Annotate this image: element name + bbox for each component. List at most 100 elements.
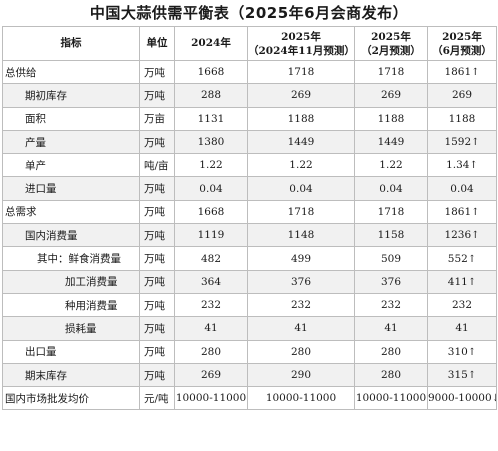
unit-cell-text: 万吨 (144, 136, 165, 149)
header-2025-nov-forecast: 2025年 （2024年11月预测） (247, 26, 355, 61)
indicator-cell-text: 出口量 (25, 346, 57, 359)
value-feb-forecast-cell: 1.22 (354, 153, 428, 178)
header-2025-jun-forecast: 2025年 （6月预测） (427, 26, 497, 61)
indicator-cell-text: 面积 (25, 113, 46, 126)
table-row: 面积 万亩 1131 1188 1188 1188 (2, 106, 497, 131)
value-2024-cell: 280 (174, 339, 248, 364)
unit-cell: 万吨 (139, 199, 175, 225)
value-2024-cell: 269 (174, 362, 248, 388)
unit-cell-text: 万吨 (144, 346, 165, 359)
value-nov-forecast-cell-text: 1.22 (289, 159, 313, 172)
value-jun-forecast-cell: 232 (427, 292, 497, 318)
table-row: 其中：鲜食消费量 万吨 482 499 509 552↑ (2, 246, 497, 271)
value-jun-forecast-cell: 269 (427, 83, 497, 108)
value-2024-cell: 232 (174, 292, 248, 318)
value-2024-cell-text: 364 (200, 275, 222, 288)
arrow-up-icon: ↑ (471, 67, 480, 79)
header-2025-feb-forecast: 2025年 （2月预测） (354, 26, 428, 61)
value-2024-cell: 288 (174, 83, 248, 108)
table-row: 期初库存 万吨 288 269 269 269 (2, 83, 497, 108)
table-row: 产量 万吨 1380 1449 1449 1592↑ (2, 129, 497, 155)
value-nov-forecast-cell: 280 (247, 339, 355, 364)
arrow-up-icon: ↑ (471, 206, 480, 218)
arrow-up-icon: ↑ (467, 370, 477, 381)
unit-cell-text: 万吨 (144, 183, 165, 196)
value-2024-cell-text: 482 (200, 252, 222, 265)
value-feb-forecast-cell: 269 (354, 83, 428, 108)
value-nov-forecast-cell-text: 41 (294, 322, 308, 335)
unit-cell-text: 万吨 (144, 206, 165, 219)
value-nov-forecast-cell-text: 1188 (287, 112, 315, 125)
value-nov-forecast-cell: 1718 (247, 199, 355, 225)
value-2024-cell-text: 280 (200, 345, 222, 358)
value-nov-forecast-cell-text: 1718 (287, 205, 315, 218)
value-jun-forecast-cell-text: 41 (455, 322, 469, 335)
value-2024-cell: 1131 (174, 106, 248, 131)
value-nov-forecast-cell-text: 499 (290, 252, 312, 265)
value-feb-forecast-cell-text: 1.22 (379, 159, 403, 172)
value-feb-forecast-cell: 280 (354, 339, 428, 364)
balance-table: 指标 单位 2024年 2025年 （2024年11月预测） 2025年 （2月预测… (2, 26, 497, 411)
value-nov-forecast-cell-text: 376 (290, 275, 312, 288)
value-feb-forecast-cell: 376 (354, 269, 428, 294)
value-feb-forecast-cell-text: 10000-11000 (355, 392, 427, 405)
indicator-cell: 总需求 (2, 199, 140, 225)
value-nov-forecast-cell-text: 1449 (287, 136, 315, 149)
value-feb-forecast-cell-text: 280 (380, 369, 402, 381)
value-nov-forecast-cell-text: 280 (290, 345, 312, 358)
value-2024-cell-text: 1131 (197, 112, 225, 125)
unit-cell-text: 万吨 (144, 229, 165, 242)
unit-cell-text: 万吨 (144, 369, 165, 382)
table-title: 中国大蒜供需平衡表（2025年6月会商发布） (89, 4, 409, 22)
value-2024-cell: 0.04 (174, 176, 248, 201)
value-feb-forecast-cell-text: 1158 (377, 229, 405, 242)
table-row: 进口量 万吨 0.04 0.04 0.04 0.04 (2, 176, 497, 201)
unit-cell: 万亩 (139, 106, 175, 131)
unit-cell: 吨/亩 (139, 153, 175, 178)
indicator-cell: 面积 (2, 106, 140, 131)
value-feb-forecast-cell-text: 1188 (377, 112, 405, 125)
indicator-cell-text: 产量 (25, 136, 46, 149)
value-2024-cell: 482 (174, 246, 248, 271)
value-feb-forecast-cell: 10000-11000 (354, 386, 428, 411)
value-jun-forecast-cell: 1188 (427, 106, 497, 131)
table-row: 国内消费量 万吨 1119 1148 1158 1236↑ (2, 223, 497, 248)
value-jun-forecast-cell-text: 1861 (444, 205, 472, 218)
value-nov-forecast-cell: 1.22 (247, 153, 355, 178)
value-jun-forecast-cell-text: 1592 (444, 136, 472, 149)
value-jun-forecast-cell-text: 310 (447, 345, 468, 358)
arrow-up-icon: ↑ (471, 230, 480, 242)
value-feb-forecast-cell: 1718 (354, 199, 428, 225)
value-jun-forecast-cell-text: 232 (451, 299, 473, 312)
indicator-cell-text: 总供给 (5, 66, 37, 79)
value-jun-forecast-cell: 1861↑ (427, 199, 497, 225)
value-jun-forecast-cell-text: 552 (447, 252, 468, 265)
indicator-cell-text: 单产 (25, 159, 46, 172)
value-feb-forecast-cell: 1718 (354, 59, 428, 85)
indicator-cell: 种用消费量 (2, 292, 140, 318)
value-2024-cell-text: 1668 (197, 205, 225, 218)
value-feb-forecast-cell: 41 (354, 316, 428, 341)
value-jun-forecast-cell: 9000-10000↓ (427, 386, 497, 411)
value-2024-cell: 1.22 (174, 153, 248, 178)
value-jun-forecast-cell-text: 9000-10000 (428, 392, 492, 405)
value-feb-forecast-cell-text: 280 (380, 345, 402, 358)
indicator-cell: 其中：鲜食消费量 (2, 246, 140, 271)
indicator-cell: 产量 (2, 129, 140, 155)
value-feb-forecast-cell-text: 0.04 (379, 182, 403, 195)
table-row: 总供给 万吨 1668 1718 1718 1861↑ (2, 59, 497, 85)
unit-cell-text: 万吨 (144, 66, 165, 79)
value-2024-cell: 10000-11000 (174, 386, 248, 411)
value-jun-forecast-cell: 1861↑ (427, 59, 497, 85)
value-jun-forecast-cell: 411↑ (427, 269, 497, 294)
indicator-cell-text: 期末库存 (25, 369, 67, 382)
value-feb-forecast-cell-text: 509 (380, 252, 402, 265)
value-jun-forecast-cell-text: 1188 (448, 112, 476, 125)
value-feb-forecast-cell-text: 1449 (377, 136, 405, 149)
unit-cell: 万吨 (139, 362, 175, 388)
value-jun-forecast-cell: 1592↑ (427, 129, 497, 155)
value-2024-cell: 41 (174, 316, 248, 341)
indicator-cell: 单产 (2, 153, 140, 178)
arrow-up-icon: ↑ (469, 160, 478, 172)
value-feb-forecast-cell: 232 (354, 292, 428, 318)
